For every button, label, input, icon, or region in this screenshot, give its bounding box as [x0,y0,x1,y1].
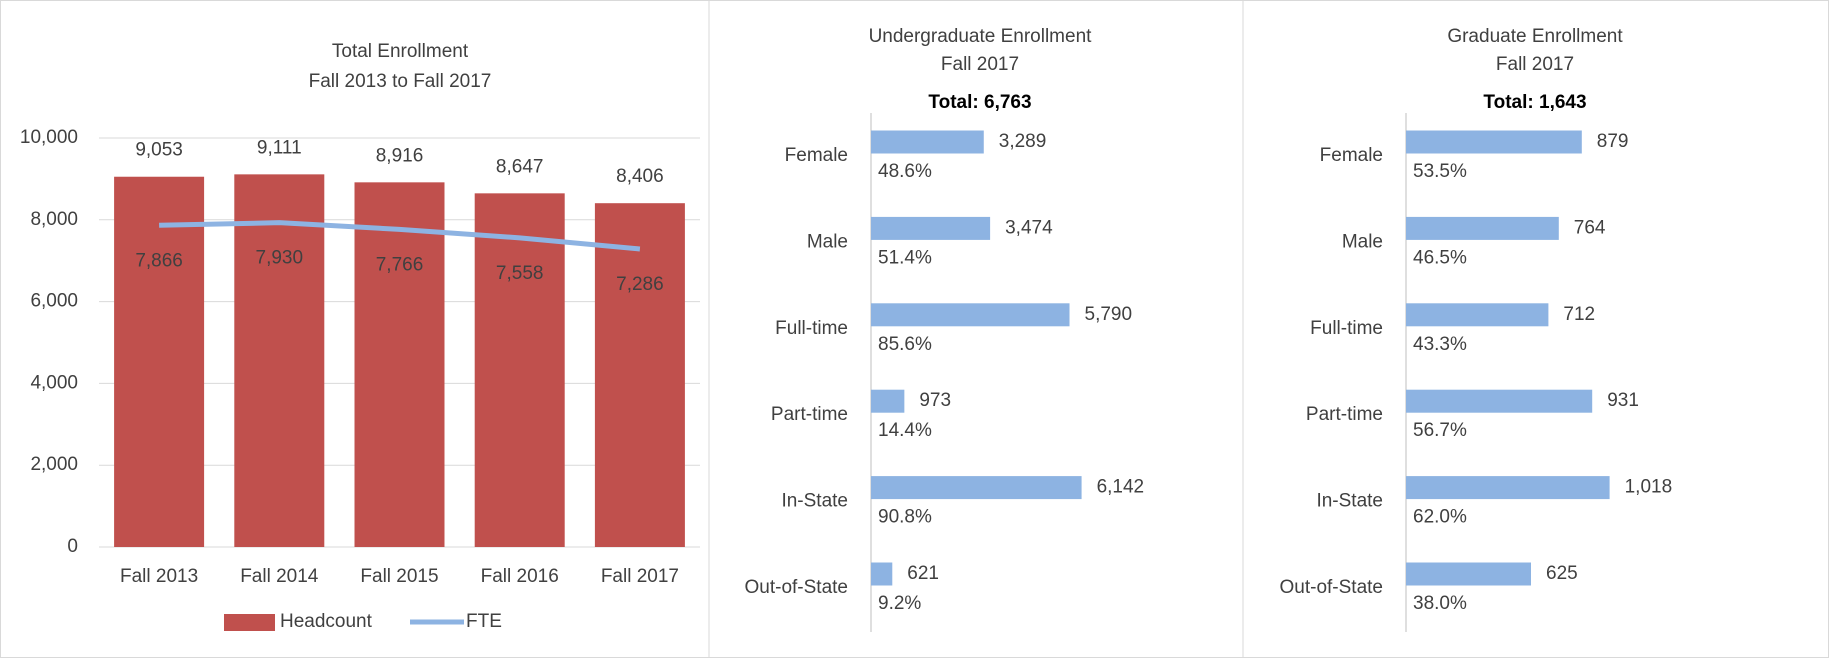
bar [1406,216,1559,240]
chart-total: Total: 1,643 [1483,92,1586,113]
x-tick-label: Fall 2014 [240,566,319,587]
percent-label: 48.6% [878,161,932,182]
x-tick-label: Fall 2016 [481,566,559,587]
data-label: 5,790 [1085,304,1133,325]
chart-subtitle: Fall 2017 [941,54,1019,75]
chart-title: Graduate Enrollment [1447,26,1623,47]
data-label: 1,018 [1625,477,1673,498]
percent-label: 53.5% [1413,161,1467,182]
percent-label: 56.7% [1413,420,1467,441]
bar [234,174,325,547]
x-tick-label: Fall 2013 [120,566,198,587]
bar [871,389,905,413]
category-label: In-State [1316,491,1383,512]
category-label: Female [785,145,848,166]
data-label: 931 [1607,390,1639,411]
bar [871,216,991,240]
bar [1406,389,1593,413]
percent-label: 51.4% [878,247,932,268]
category-label: Male [807,231,848,252]
data-label: 9,111 [257,137,302,158]
category-label: Female [1320,145,1383,166]
percent-label: 90.8% [878,507,932,528]
category-label: In-State [781,491,848,512]
data-label: 712 [1563,304,1595,325]
data-label: 8,406 [616,166,664,187]
y-tick-label: 6,000 [30,291,78,312]
category-label: Male [1342,231,1383,252]
category-label: Out-of-State [745,577,849,598]
bar [871,476,1082,500]
bar [474,193,565,547]
chart-title: Total Enrollment [332,41,469,62]
bar [1406,476,1610,500]
data-label: 8,916 [376,145,424,166]
data-label: 879 [1597,131,1629,152]
data-label: 3,474 [1005,217,1053,238]
data-label: 764 [1574,217,1606,238]
y-tick-label: 2,000 [30,454,78,475]
x-tick-label: Fall 2017 [601,566,679,587]
legend-swatch [224,614,275,631]
y-tick-label: 8,000 [30,209,78,230]
category-label: Part-time [1306,404,1383,425]
bar [1406,303,1549,327]
category-label: Full-time [775,318,848,339]
percent-label: 14.4% [878,420,932,441]
category-label: Part-time [771,404,848,425]
data-label: 7,286 [616,274,664,295]
chart-subtitle: Fall 2013 to Fall 2017 [309,71,492,92]
y-tick-label: 10,000 [20,127,78,148]
x-tick-label: Fall 2015 [360,566,438,587]
bar [1406,562,1531,586]
legend-label: Headcount [280,611,373,632]
bar [871,130,984,154]
category-label: Full-time [1310,318,1383,339]
data-label: 6,142 [1097,477,1145,498]
data-label: 7,766 [376,254,424,275]
percent-label: 38.0% [1413,593,1467,614]
bar [871,562,893,586]
percent-label: 43.3% [1413,334,1467,355]
data-label: 9,053 [135,140,183,161]
bar [871,303,1070,327]
data-label: 8,647 [496,156,544,177]
chart-subtitle: Fall 2017 [1496,54,1574,75]
percent-label: 62.0% [1413,507,1467,528]
bar [354,182,445,547]
data-label: 3,289 [999,131,1047,152]
percent-label: 85.6% [878,334,932,355]
data-label: 7,558 [496,263,544,284]
y-tick-label: 4,000 [30,372,78,393]
percent-label: 46.5% [1413,247,1467,268]
y-tick-label: 0 [67,536,78,557]
data-label: 973 [919,390,951,411]
data-label: 7,866 [135,250,183,271]
legend-label: FTE [466,611,502,632]
bar [594,203,685,548]
data-label: 621 [907,563,939,584]
chart-title: Undergraduate Enrollment [869,26,1093,47]
line [159,220,641,252]
category-label: Out-of-State [1280,577,1384,598]
data-label: 625 [1546,563,1578,584]
data-label: 7,930 [256,248,304,269]
percent-label: 9.2% [878,593,921,614]
bar [1406,130,1582,154]
bar [114,176,205,547]
chart-total: Total: 6,763 [928,92,1031,113]
